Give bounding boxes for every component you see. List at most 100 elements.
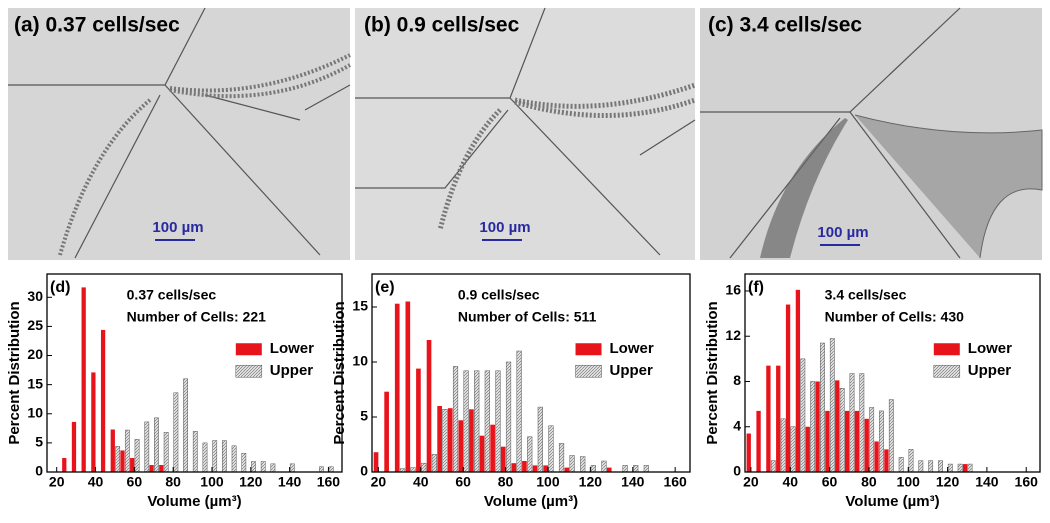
bar [270, 463, 276, 473]
bar [495, 370, 501, 473]
bar [805, 426, 810, 472]
x-tick-label: 100 [536, 474, 560, 490]
bar [463, 370, 469, 473]
bar [110, 429, 115, 472]
y-tick-label: 25 [27, 317, 43, 333]
bar [511, 463, 517, 472]
bar [770, 460, 776, 473]
annotation: Number of Cells: 221 [127, 309, 266, 325]
bar [601, 460, 607, 473]
bar [222, 440, 227, 473]
bar [516, 350, 522, 473]
bar [173, 392, 179, 473]
bar [622, 465, 628, 473]
legend-label: Lower [610, 340, 654, 357]
bar [447, 408, 453, 472]
bar [452, 366, 459, 473]
x-tick-label: 140 [621, 474, 645, 490]
annotation: Number of Cells: 511 [458, 309, 597, 325]
bar [81, 287, 86, 472]
y-tick-label: 5 [360, 408, 368, 424]
y-tick-label: 30 [27, 288, 43, 304]
y-tick-label: 10 [352, 353, 368, 369]
bar [874, 441, 879, 472]
bar [643, 465, 649, 473]
bar [91, 372, 96, 472]
panel-label: (f) [748, 279, 764, 296]
legend-swatch [575, 364, 602, 378]
bar [100, 329, 106, 472]
bar [869, 407, 875, 473]
x-tick-label: 80 [165, 474, 181, 490]
bar [505, 361, 512, 473]
bar [849, 373, 855, 473]
bar [756, 410, 761, 472]
bar [884, 449, 889, 472]
bar [854, 410, 860, 472]
y-axis-label: Percent Distribution [704, 301, 721, 444]
bar [522, 461, 527, 472]
x-tick-label: 40 [782, 474, 798, 490]
bar [394, 303, 400, 472]
x-tick-label: 20 [49, 474, 65, 490]
x-tick-label: 100 [200, 474, 224, 490]
bar [928, 460, 934, 473]
bar [134, 439, 140, 473]
x-tick-label: 100 [897, 474, 921, 490]
y-tick-label: 15 [352, 298, 368, 314]
panel-label: (a) 0.37 cells/sec [14, 14, 180, 37]
bar [776, 365, 781, 472]
bar [373, 452, 379, 472]
annotation: 3.4 cells/sec [825, 287, 907, 303]
bar [835, 380, 840, 472]
bar [183, 378, 188, 473]
y-tick-label: 0 [360, 463, 368, 479]
bar [490, 424, 495, 472]
bar [115, 446, 121, 473]
bar [864, 418, 869, 472]
bar [120, 450, 125, 472]
legend-swatch [235, 343, 262, 356]
legend-label: Upper [610, 362, 654, 379]
bar [746, 433, 751, 472]
panel-label: (c) 3.4 cells/sec [708, 14, 862, 37]
bar [437, 406, 442, 472]
micrograph [8, 7, 351, 260]
scale-bar-label: 100 µm [479, 219, 530, 236]
bar [62, 458, 67, 472]
bar [384, 391, 389, 472]
bar [260, 461, 266, 473]
bar [558, 443, 565, 473]
y-tick-label: 8 [733, 372, 741, 388]
x-tick-label: 80 [861, 474, 877, 490]
x-tick-label: 60 [127, 474, 143, 490]
bar [825, 410, 830, 472]
legend-swatch [933, 364, 961, 378]
bar [780, 418, 786, 473]
bar [159, 465, 164, 472]
plot-frame [744, 273, 1041, 473]
y-tick-label: 5 [35, 434, 43, 450]
y-axis-label: Percent Distribution [331, 301, 348, 444]
bar [888, 399, 894, 473]
x-axis-label: Volume (µm³) [484, 493, 578, 510]
y-tick-label: 15 [27, 375, 43, 391]
legend-label: Lower [270, 340, 314, 357]
scale-bar-label: 100 µm [817, 224, 868, 241]
bar [810, 381, 816, 473]
x-tick-label: 120 [239, 474, 263, 490]
bar [202, 442, 208, 473]
bar [580, 456, 586, 473]
y-tick-label: 10 [27, 404, 43, 420]
bar [163, 432, 169, 473]
bar [569, 455, 575, 473]
x-tick-label: 120 [579, 474, 603, 490]
x-tick-label: 140 [975, 474, 999, 490]
x-tick-label: 60 [455, 474, 471, 490]
plot-frame [371, 273, 691, 473]
y-tick-label: 16 [725, 282, 741, 298]
bar [967, 463, 973, 473]
bar [859, 373, 865, 473]
